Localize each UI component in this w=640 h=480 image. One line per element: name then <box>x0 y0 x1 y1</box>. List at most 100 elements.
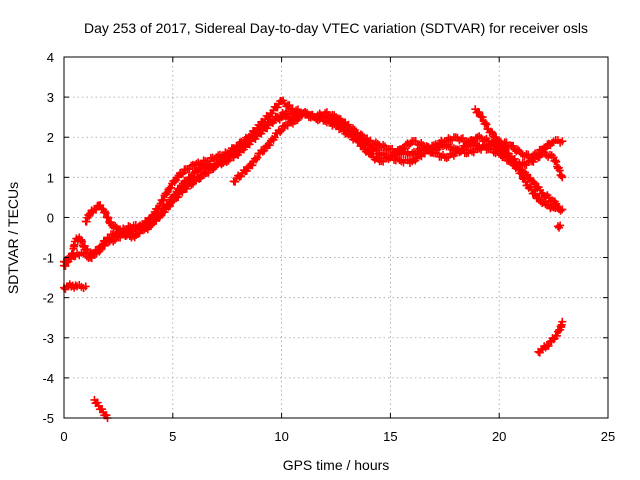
data-point <box>558 137 567 146</box>
data-point <box>231 177 240 186</box>
y-tick-label: -2 <box>42 291 54 306</box>
data-point <box>478 113 487 122</box>
grid <box>64 57 608 418</box>
data-point <box>270 133 279 142</box>
data-point <box>544 341 553 350</box>
plot-points <box>60 96 567 422</box>
data-point <box>552 331 561 340</box>
data-point <box>367 149 376 158</box>
data-point <box>475 132 484 141</box>
axis-ticks: 0 5 10 15 20 25 -5 -4 -3 -2 -1 0 1 2 3 4 <box>42 50 615 444</box>
data-point <box>492 133 501 142</box>
y-tick-label: -5 <box>42 411 54 426</box>
data-point <box>473 133 482 142</box>
data-point <box>504 149 513 158</box>
data-point <box>84 210 93 219</box>
y-tick-label: 1 <box>47 170 54 185</box>
data-point <box>557 171 566 180</box>
data-point <box>499 143 508 152</box>
chart-title: Day 253 of 2017, Sidereal Day-to-day VTE… <box>84 20 588 36</box>
data-point <box>242 166 251 175</box>
data-point <box>558 317 567 326</box>
data-point <box>276 127 285 136</box>
data-point <box>147 221 156 230</box>
data-point <box>96 245 105 254</box>
data-point <box>96 201 105 210</box>
data-point <box>252 155 261 164</box>
data-point <box>156 212 165 221</box>
x-axis-label: GPS time / hours <box>283 457 390 473</box>
data-point <box>126 222 135 231</box>
y-axis-label: SDTVAR / TECUs <box>5 182 21 294</box>
data-point <box>423 143 432 152</box>
x-tick-label: 10 <box>274 429 288 444</box>
data-point <box>552 157 561 166</box>
x-tick-label: 20 <box>492 429 506 444</box>
data-point <box>273 103 282 112</box>
data-point <box>290 109 299 118</box>
data-point <box>178 169 187 178</box>
data-point <box>189 172 198 181</box>
data-point <box>530 189 539 198</box>
series-track-c <box>81 107 299 242</box>
y-tick-label: -4 <box>42 371 54 386</box>
data-point <box>509 141 518 150</box>
data-point <box>171 191 180 200</box>
data-point <box>199 156 208 165</box>
data-point <box>175 185 184 194</box>
data-point <box>521 177 530 186</box>
data-point <box>95 247 104 256</box>
data-point <box>366 140 375 149</box>
data-point <box>100 207 109 216</box>
data-point <box>77 235 86 244</box>
series-isolated-point <box>553 221 565 232</box>
y-tick-label: 2 <box>47 130 54 145</box>
y-tick-label: -3 <box>42 331 54 346</box>
data-point <box>475 108 484 117</box>
data-point <box>130 224 139 233</box>
data-point <box>265 141 274 150</box>
series-low-segment-end <box>534 317 567 357</box>
data-point <box>81 282 90 291</box>
data-point <box>506 155 515 164</box>
data-point <box>78 237 87 246</box>
data-point <box>268 118 277 127</box>
data-point <box>177 170 186 179</box>
data-point <box>392 150 401 159</box>
data-point <box>480 135 489 144</box>
data-point <box>302 108 311 117</box>
data-point <box>170 177 179 186</box>
data-point <box>514 165 523 174</box>
data-point <box>541 144 550 153</box>
data-point <box>260 146 269 155</box>
x-tick-label: 15 <box>383 429 397 444</box>
data-point <box>555 166 564 175</box>
y-tick-label: 3 <box>47 90 54 105</box>
data-point <box>488 128 497 137</box>
data-point <box>196 174 205 183</box>
data-point <box>87 254 96 263</box>
x-tick-label: 0 <box>60 429 67 444</box>
data-point <box>501 144 510 153</box>
y-tick-label: 4 <box>47 50 54 65</box>
data-point <box>531 190 540 199</box>
data-point <box>379 141 388 150</box>
data-point <box>353 137 362 146</box>
data-point <box>181 178 190 187</box>
data-point <box>82 217 91 226</box>
data-point <box>315 115 324 124</box>
data-point <box>165 200 174 209</box>
data-point <box>253 153 262 162</box>
data-point <box>258 147 267 156</box>
data-point <box>508 157 517 166</box>
data-point <box>283 121 292 130</box>
data-point <box>370 144 379 153</box>
data-point <box>277 126 286 135</box>
data-point <box>558 205 567 214</box>
data-point <box>81 248 90 257</box>
data-point <box>481 118 490 127</box>
data-point <box>486 127 495 136</box>
data-point <box>104 213 113 222</box>
data-point <box>556 206 565 215</box>
